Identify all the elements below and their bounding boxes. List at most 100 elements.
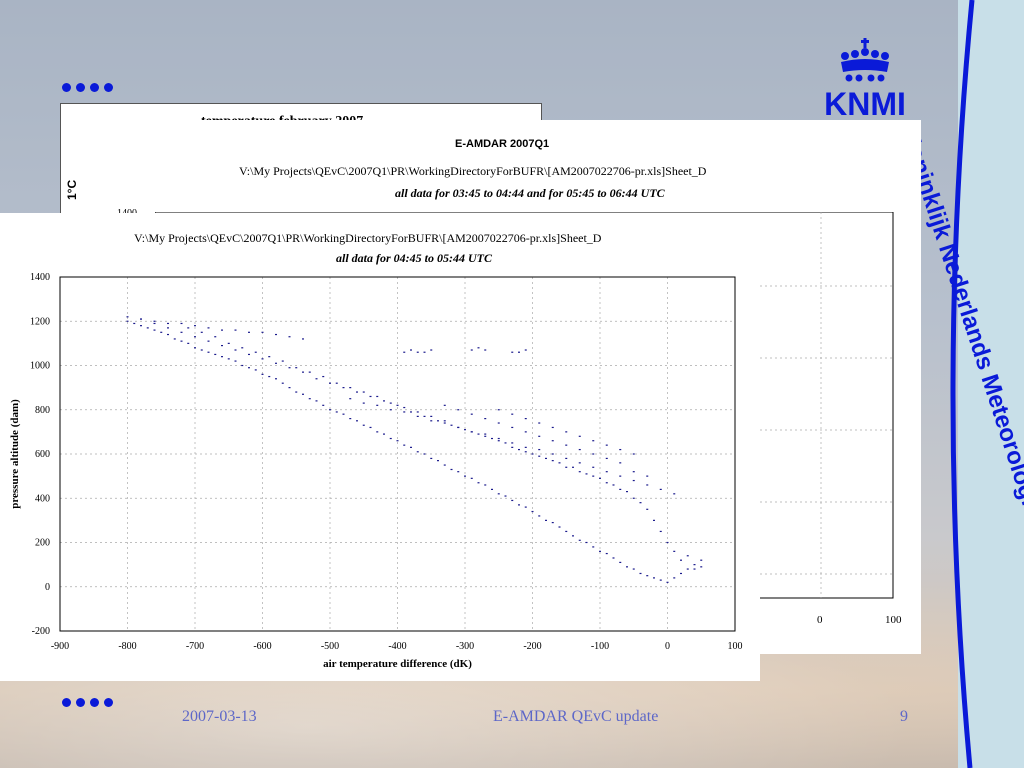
data-point: [369, 395, 372, 398]
data-point: [376, 404, 379, 406]
data-point: [646, 508, 649, 510]
data-point: [335, 411, 338, 413]
data-point: [241, 347, 244, 349]
data-point: [632, 497, 635, 499]
data-point: [221, 329, 223, 331]
y-tick-label: 1200: [30, 316, 50, 327]
data-point: [403, 351, 406, 353]
data-point: [497, 409, 500, 411]
data-point: [140, 325, 142, 327]
data-point: [167, 322, 169, 325]
data-point: [700, 559, 703, 561]
data-point: [605, 552, 608, 555]
data-point: [470, 431, 473, 433]
data-point: [511, 499, 514, 502]
x-tick-label: -100: [591, 641, 609, 652]
data-point: [207, 327, 210, 329]
front-chart-plot: -900 -800 -700 -600 -500 -400 -300 -200 -100 0 100…: [9, 272, 743, 670]
data-point: [160, 331, 163, 333]
data-point: [396, 440, 399, 442]
data-point: [416, 351, 419, 353]
data-point: [578, 539, 581, 541]
data-point: [234, 349, 237, 351]
data-point: [686, 568, 689, 570]
data-point: [335, 382, 338, 384]
data-point: [653, 519, 655, 521]
data-point: [430, 420, 433, 422]
data-point: [254, 351, 257, 353]
data-point: [632, 453, 635, 455]
data-point: [443, 464, 446, 466]
data-point: [153, 322, 156, 325]
back-chart-unit-label: 1°C: [65, 179, 79, 200]
data-point: [531, 510, 534, 513]
data-point: [693, 564, 696, 566]
y-tick-label: 200: [35, 538, 50, 549]
data-point: [497, 437, 500, 440]
data-point: [551, 426, 554, 429]
logo-text: KNMI: [824, 86, 906, 122]
front-chart-title: all data for 04:45 to 05:44 UTC: [336, 251, 492, 265]
data-point: [443, 420, 446, 422]
data-point: [511, 446, 514, 448]
data-point: [221, 344, 223, 347]
data-point: [254, 369, 257, 371]
data-point: [632, 568, 635, 570]
data-point: [477, 482, 480, 484]
data-point: [302, 371, 304, 373]
data-point: [356, 420, 358, 422]
data-point: [214, 353, 217, 356]
data-point: [470, 477, 473, 479]
data-point: [477, 347, 480, 349]
data-point: [599, 477, 601, 479]
data-point: [524, 349, 527, 351]
data-point: [572, 466, 574, 468]
data-point: [389, 402, 392, 404]
x-tick-label: -300: [456, 641, 474, 652]
data-point: [173, 338, 176, 340]
y-tick-label: 800: [35, 405, 50, 416]
data-point: [538, 455, 541, 457]
data-point: [416, 411, 419, 413]
data-point: [329, 382, 331, 384]
x-tick-label: 100: [728, 641, 743, 652]
data-point: [504, 495, 507, 497]
data-point: [612, 557, 615, 559]
data-point: [302, 338, 304, 340]
data-point: [592, 453, 595, 455]
y-tick-label: 400: [35, 493, 50, 504]
data-point: [538, 422, 541, 424]
data-point: [329, 409, 331, 411]
data-point: [565, 444, 568, 446]
data-point: [416, 451, 419, 453]
data-point: [619, 488, 622, 490]
footer-date: 2007-03-13: [182, 708, 257, 725]
x-tick-label: -400: [388, 641, 406, 652]
data-point: [484, 435, 487, 437]
data-point: [653, 577, 655, 579]
data-point: [551, 460, 554, 462]
data-point: [423, 351, 426, 353]
data-point: [389, 437, 392, 440]
data-point: [261, 331, 264, 333]
x-tick-label: 0: [665, 641, 670, 652]
middle-x-tick-0: 0: [817, 614, 823, 626]
x-tick-label: -500: [321, 641, 339, 652]
data-point: [484, 349, 487, 351]
data-point: [524, 451, 527, 453]
data-point: [545, 457, 547, 460]
data-point: [511, 426, 514, 429]
data-point: [423, 453, 426, 455]
data-point: [700, 566, 703, 568]
data-point: [153, 329, 156, 331]
data-point: [484, 484, 487, 486]
data-point: [605, 482, 608, 484]
data-point: [268, 356, 271, 358]
y-tick-label: -200: [32, 626, 50, 637]
data-point: [538, 435, 541, 437]
data-point: [578, 435, 581, 437]
data-point: [383, 400, 385, 402]
decorative-dots-top: [62, 75, 118, 95]
data-point: [457, 409, 460, 411]
middle-chart-subtitle: all data for 03:45 to 04:44 and for 05:4…: [395, 186, 665, 200]
